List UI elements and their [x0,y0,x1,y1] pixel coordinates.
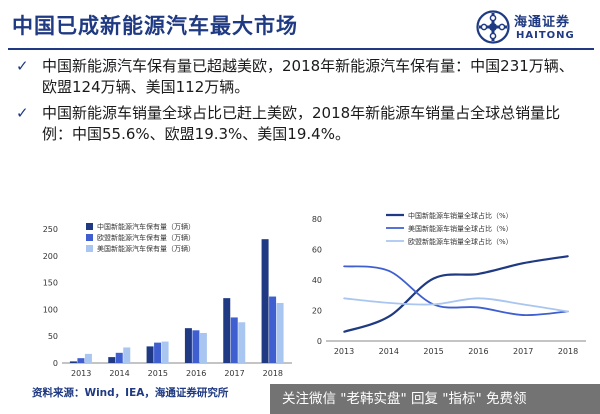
bar-y-tick-label-0: 0 [53,359,58,368]
bar-y-tick-label-5: 250 [43,225,58,234]
bar-2014-series-1 [115,352,123,363]
line-point-1-2014 [388,270,390,272]
line-series-0 [343,255,569,333]
source-note: 资料来源：Wind，IEA，海通证券研究所 [32,387,229,399]
line-point-2-2013 [343,297,345,300]
bar-y-tick-label-4: 200 [43,252,58,261]
line-point-0-2018 [567,255,569,258]
line-point-1-2016 [477,306,480,309]
line-y-tick-label-4: 80 [312,215,322,224]
bar-2015-series-1 [154,342,162,363]
bar-legend-swatch-0 [86,223,93,230]
line-x-tick-label-2018: 2018 [558,347,578,356]
line-legend-label-1: 美国新能源车销量全球占比（%） [408,224,513,233]
haitong-logo: 海通证券 HAITONG [476,9,594,47]
haitong-logo-icon [476,10,510,44]
line-series-1 [343,265,569,317]
bar-2016-series-1 [192,330,200,363]
bar-2016-series-2 [199,332,207,363]
bar-x-tick-label-2014: 2014 [109,369,129,378]
line-legend-label-0: 中国新能源车销量全球占比（%） [408,211,513,220]
bullet-text: 中国新能源汽车保有量已超越美欧，2018年新能源汽车保有量：中国231万辆、欧盟… [42,57,574,96]
bar-2017-series-0 [223,298,231,363]
bar-2017-series-1 [230,317,238,363]
line-point-0-2017 [522,262,524,265]
bar-2018-series-1 [269,296,277,363]
bar-legend-label-0: 中国新能源汽车保有量（万辆） [97,222,195,231]
line-x-tick-label-2017: 2017 [513,347,533,356]
bar-y-tick-label-1: 50 [48,332,58,341]
line-point-2-2015 [432,303,435,306]
line-x-tick-label-2016: 2016 [468,347,488,356]
line-point-1-2013 [343,265,345,268]
bar-2014-series-0 [108,357,116,363]
bar-2015-series-0 [146,346,154,363]
logo-name-cn: 海通证券 [514,15,571,30]
bullet-sales-share: ✓ 中国新能源车销量全球占比已赶上美欧，2018年新能源车销量占全球总销量比例：… [16,103,586,145]
line-series-2 [343,297,569,313]
line-point-2-2018 [567,310,569,313]
bar-x-tick-label-2018: 2018 [263,369,283,378]
line-point-0-2013 [343,331,345,333]
bar-y-tick-label-3: 150 [43,279,58,288]
line-point-1-2017 [522,314,524,316]
line-y-tick-label-0: 0 [317,337,322,346]
line-point-0-2014 [388,315,390,318]
bar-y-tick-label-2: 100 [43,305,58,314]
bar-2014-series-2 [123,347,131,363]
line-legend-label-2: 欧盟新能源车销量全球占比（%） [408,237,513,246]
bar-x-tick-label-2017: 2017 [224,369,244,378]
line-point-2-2016 [477,297,480,300]
line-x-tick-label-2015: 2015 [423,347,443,356]
bar-legend-label-1: 欧盟新能源汽车保有量（万辆） [97,233,195,242]
bar-legend-label-2: 美国新能源汽车保有量（万辆） [97,244,195,253]
bar-2018-series-2 [276,302,284,363]
slide-title: 中国已成新能源汽车最大市场 [12,14,298,38]
bar-legend-swatch-2 [86,245,93,252]
line-y-tick-label-3: 60 [312,246,322,255]
line-point-2-2017 [522,303,524,306]
checkmark-icon: ✓ [16,57,29,75]
checkmark-icon: ✓ [16,104,29,122]
bar-2016-series-0 [184,328,192,363]
line-point-0-2015 [432,277,435,280]
sales-share-line-chart: 0 20 40 60 80 2013 2014 2015 2016 2017 2018 中国新能源车销… [312,211,586,356]
line-y-tick-label-1: 20 [312,307,322,316]
bullet-ownership: ✓ 中国新能源汽车保有量已超越美欧，2018年新能源汽车保有量：中国231万辆、… [16,56,586,98]
bar-x-tick-label-2015: 2015 [148,369,168,378]
bar-x-tick-label-2013: 2013 [71,369,91,378]
line-y-tick-label-2: 40 [312,276,322,285]
bar-2018-series-0 [261,239,269,363]
bullet-text: 中国新能源车销量全球占比已赶上美欧，2018年新能源车销量占全球总销量比例：中国… [42,104,561,143]
bar-2013-series-2 [84,353,92,363]
title-divider [8,48,594,50]
bar-2017-series-2 [238,322,246,363]
bar-x-tick-label-2016: 2016 [186,369,206,378]
bar-legend-swatch-1 [86,234,93,241]
line-point-2-2014 [388,302,390,304]
watermark-banner: 关注微信 "老韩实盘" 回复 "指标" 免费领 [270,384,600,414]
bar-2015-series-2 [161,341,169,363]
line-x-tick-label-2013: 2013 [334,347,354,356]
logo-name-en: HAITONG [516,30,575,41]
ownership-bar-chart: 0 50 100 150 200 250 2013 2014 2015 2016 2017 2018 中… [43,222,292,378]
bar-2013-series-0 [69,361,77,363]
line-x-tick-label-2014: 2014 [379,347,399,356]
line-point-0-2016 [477,273,480,275]
bar-2013-series-1 [77,358,85,363]
